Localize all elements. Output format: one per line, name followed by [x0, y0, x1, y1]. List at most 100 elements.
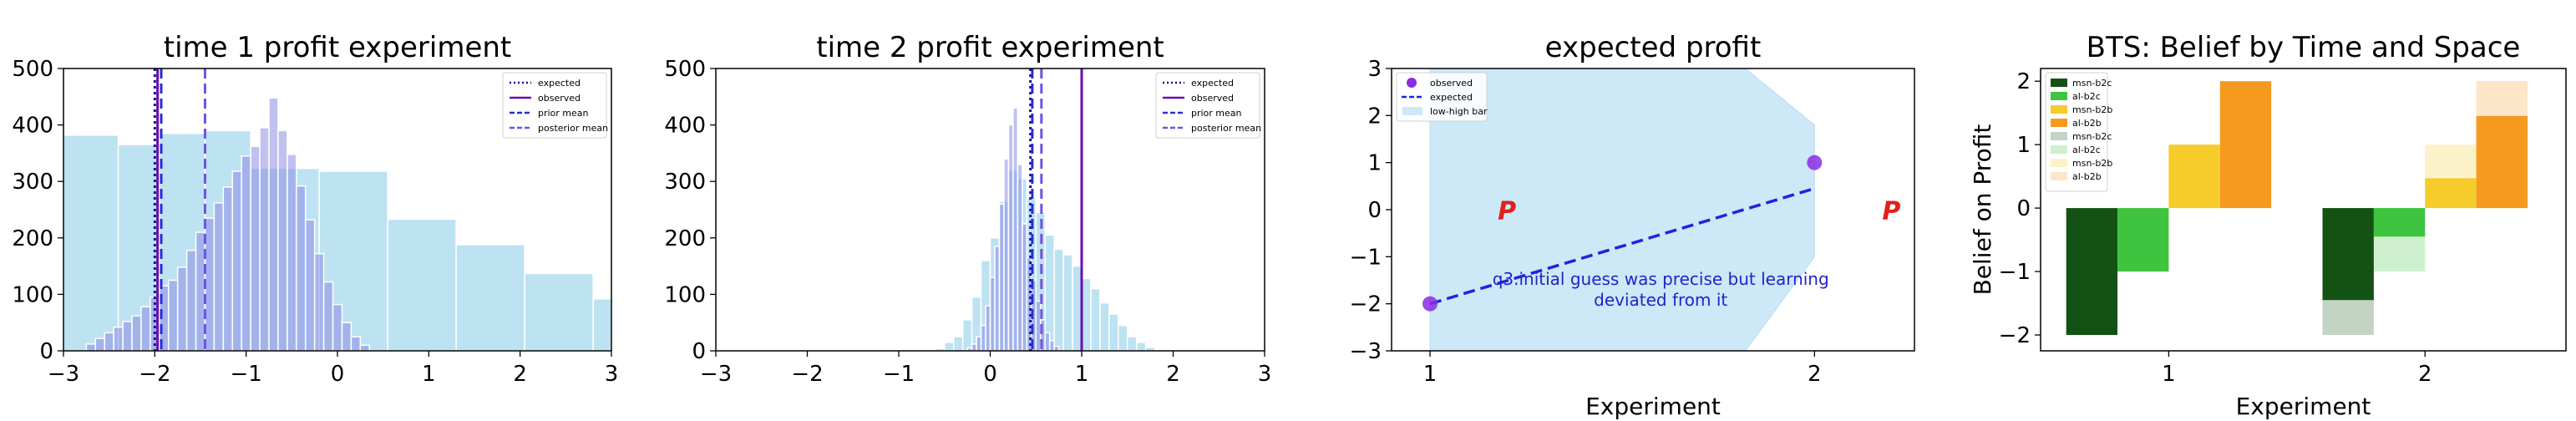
legend-swatch: [2051, 159, 2067, 167]
p-marker: P: [1498, 196, 1516, 226]
x-tick-label: 2: [1808, 362, 1822, 387]
posterior-hist-bar: [1022, 223, 1028, 351]
posterior-hist-bar: [140, 306, 151, 351]
x-tick-label: 2: [2418, 362, 2432, 387]
posterior-hist-bar: [980, 324, 986, 351]
histogram-chart-2: −3 −2 −1 0 1 2 3 0 100 200 300 400 500 time 2 profit …: [664, 31, 1271, 387]
annotation-text: q3.initial guess was precise but learnin…: [1493, 269, 1829, 289]
legend-label: msn-b2b: [2072, 158, 2112, 169]
y-axis-label: Belief on Profit: [1969, 124, 1996, 296]
legend-box: [2045, 72, 2108, 192]
observed-point: [1807, 155, 1823, 170]
posterior-hist-bar: [204, 217, 216, 351]
prior-hist-bar: [944, 342, 955, 351]
legend-swatch: [2051, 105, 2067, 114]
histogram-chart-1: −3 −2 −1 0 1 2 3 0 100 200 300 400 500 time 1 profit …: [12, 31, 618, 387]
posterior-hist-bar: [332, 303, 343, 351]
legend-label: expected: [1430, 92, 1473, 103]
posterior-hist-bar: [185, 249, 197, 351]
bar-al-b2b: [2219, 81, 2272, 209]
posterior-hist-bar: [998, 203, 1005, 351]
annotation-text: deviated from it: [1594, 290, 1727, 310]
chart-title: time 1 profit experiment: [164, 31, 512, 64]
posterior-hist-bar: [994, 246, 1001, 351]
y-tick-label: 0: [1367, 198, 1382, 223]
expected-profit-chart: P Pq3.initial guess was precise but learn…: [1350, 31, 1915, 420]
prior-hist-bar: [1062, 254, 1073, 351]
posterior-hist-bar: [313, 252, 325, 351]
prior-hist-bar: [524, 272, 594, 351]
prior-hist-bar: [1081, 277, 1092, 351]
posterior-hist-bar: [989, 276, 996, 351]
y-tick-label: 2: [1367, 104, 1382, 129]
prior-hist-bar: [455, 244, 525, 351]
y-tick-label: 1: [2016, 133, 2031, 158]
plot-area: [935, 68, 1156, 351]
prior-hist-bar: [1099, 302, 1110, 351]
posterior-hist-bar: [250, 145, 261, 351]
bar-msn-b2c: [2066, 208, 2118, 336]
posterior-hist-bar: [359, 344, 371, 351]
chart-title: time 2 profit experiment: [816, 31, 1164, 64]
prior-hist-bar: [1135, 342, 1147, 351]
legend-label: observed: [1430, 78, 1473, 89]
legend-label: msn-b2c: [2072, 131, 2112, 142]
legend-swatch: [2051, 172, 2067, 180]
posterior-hist-bar: [1003, 158, 1010, 351]
prior-hist-bar: [1072, 265, 1083, 351]
x-tick-label: 1: [2162, 362, 2176, 387]
legend-label: observed: [1191, 93, 1234, 104]
posterior-hist-bar: [222, 186, 234, 351]
y-tick-label: 2: [2016, 69, 2031, 94]
posterior-hist-bar: [167, 279, 179, 351]
y-tick-label: −1: [1999, 260, 2031, 285]
posterior-hist-bar: [1017, 164, 1023, 351]
posterior-hist-bar: [113, 326, 124, 351]
y-tick-label: 200: [664, 226, 706, 251]
posterior-hist-bar: [976, 336, 982, 351]
x-tick-label: −3: [700, 362, 732, 387]
legend-swatch: [2051, 132, 2067, 140]
legend-label: msn-b2c: [2072, 78, 2112, 89]
posterior-hist-bar: [104, 332, 114, 351]
y-tick-label: 400: [12, 114, 53, 139]
prior-hist-bar: [1108, 313, 1119, 351]
legend-label: prior mean: [538, 108, 589, 119]
y-tick-label: 200: [12, 226, 53, 251]
prior-hist-bar: [1090, 287, 1101, 351]
x-tick-label: 0: [331, 362, 345, 387]
legend-label: expected: [538, 78, 581, 89]
x-tick-label: 2: [513, 362, 527, 387]
prior-hist-bar: [961, 319, 973, 351]
prior-hist-bar: [1053, 248, 1064, 351]
y-tick-label: −2: [1999, 323, 2031, 348]
prior-hist-bar: [952, 336, 964, 351]
posterior-hist-bar: [1048, 340, 1055, 351]
legend-swatch: [2051, 119, 2067, 127]
y-tick-label: 300: [12, 170, 53, 195]
bar-overlay: [2373, 208, 2426, 237]
x-tick-label: 3: [605, 362, 619, 387]
x-tick-label: 1: [1423, 362, 1438, 387]
bts-chart: 1 2 −2 −1 0 1 2 BTS: Belief by Time and Space Ex…: [1969, 31, 2567, 420]
posterior-hist-bar: [131, 315, 142, 351]
prior-hist-bar: [63, 134, 119, 351]
expected-line: [1429, 186, 1815, 306]
legend-label: expected: [1191, 78, 1234, 89]
posterior-hist-bar: [1012, 107, 1019, 351]
x-tick-label: 1: [422, 362, 436, 387]
posterior-hist-bar: [341, 322, 352, 351]
plot-frame: [2040, 68, 2567, 352]
posterior-hist-bar: [85, 343, 97, 351]
bar-overlay: [2476, 115, 2528, 209]
posterior-hist-bar: [350, 336, 362, 351]
legend-label: al-b2c: [2072, 145, 2101, 155]
x-tick-label: −3: [48, 362, 79, 387]
y-tick-label: 0: [692, 339, 706, 364]
y-tick-label: 100: [12, 282, 53, 307]
x-tick-label: −1: [883, 362, 915, 387]
legend-label: observed: [538, 93, 581, 104]
bar-overlay: [2322, 208, 2374, 301]
x-tick-label: −1: [231, 362, 262, 387]
posterior-hist-bar: [195, 231, 206, 351]
